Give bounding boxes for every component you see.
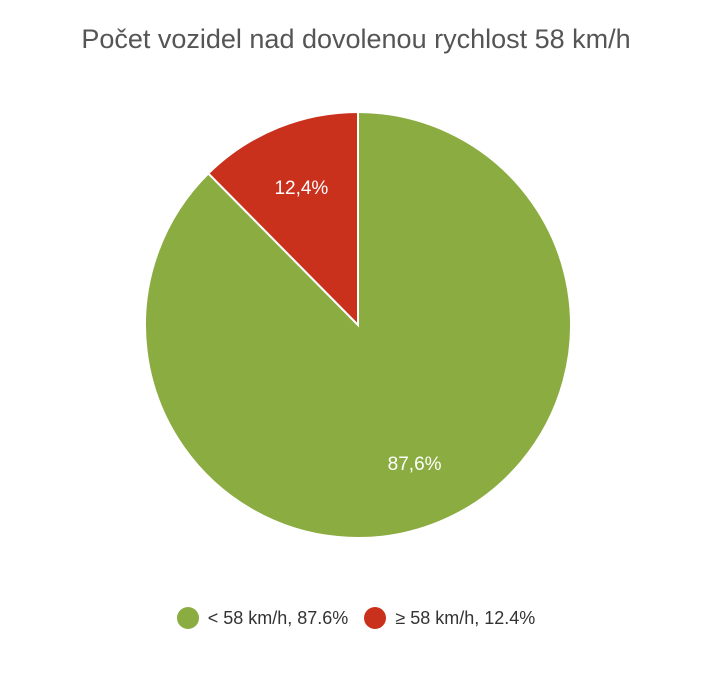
data-label-below-limit: 87,6% bbox=[388, 454, 442, 475]
legend-item-above-limit[interactable]: ≥ 58 km/h, 12.4% bbox=[364, 607, 535, 629]
pie-slice-above-limit[interactable] bbox=[206, 110, 359, 328]
legend: < 58 km/h, 87.6% ≥ 58 km/h, 12.4% bbox=[0, 607, 712, 629]
legend-swatch-above-limit bbox=[364, 607, 387, 629]
legend-label-below-limit: < 58 km/h, 87.6% bbox=[207, 607, 349, 628]
legend-item-below-limit[interactable]: < 58 km/h, 87.6% bbox=[176, 607, 349, 629]
legend-label-above-limit: ≥ 58 km/h, 12.4% bbox=[395, 607, 536, 628]
chart-title: Počet vozidel nad dovolenou rychlost 58 … bbox=[81, 24, 631, 54]
legend-swatch-below-limit bbox=[176, 607, 199, 629]
data-label-above-limit: 12,4% bbox=[274, 178, 328, 199]
